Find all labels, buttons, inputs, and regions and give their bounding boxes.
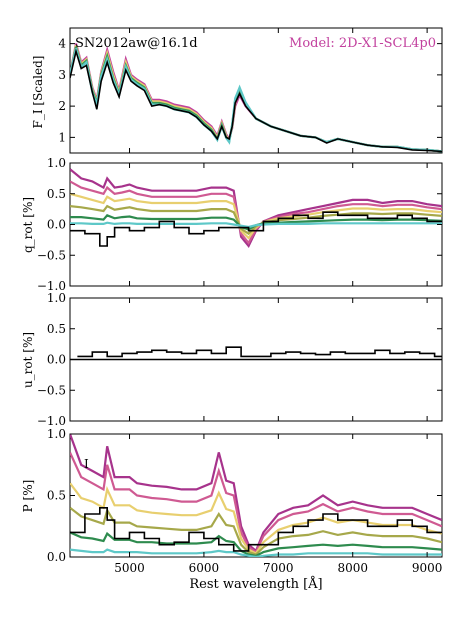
model-line-2 xyxy=(70,482,442,555)
model-line-1 xyxy=(70,180,442,245)
flux-annotation-left: SN2012aw@16.1d xyxy=(75,36,198,51)
ytick-label: 3 xyxy=(58,68,66,82)
ytick-label: 0.5 xyxy=(47,187,66,201)
model-line-4 xyxy=(70,531,442,557)
q-yticks: −1.0 −0.5 0.0 0.5 1.0 xyxy=(37,156,442,293)
ytick-label: 1.0 xyxy=(47,156,66,170)
model-line-1 xyxy=(70,451,442,554)
model-line-0 xyxy=(70,168,442,249)
ytick-label: 0.0 xyxy=(47,353,66,367)
ytick-label: 0.0 xyxy=(47,550,66,564)
flux-panel-frame xyxy=(69,27,443,154)
flux-ylabel-text: F_I [Scaled] xyxy=(31,56,45,129)
ytick-label: 2 xyxy=(58,99,66,113)
xtick-label: 8000 xyxy=(337,561,368,575)
flux-annotation-right: Model: 2D-X1-SCL4p0 xyxy=(289,36,436,51)
xtick-label: 5000 xyxy=(114,561,145,575)
ytick-label: −1.0 xyxy=(37,279,66,293)
ytick-label: −0.5 xyxy=(37,248,66,262)
p-lines xyxy=(70,434,442,557)
ytick-label: 1.0 xyxy=(47,291,66,305)
x-axis-label: Rest wavelength [Å] xyxy=(189,576,322,592)
model-line-1 xyxy=(70,44,442,153)
model-line-5 xyxy=(70,221,442,229)
model-line-0 xyxy=(70,434,442,553)
xtick-label: 7000 xyxy=(263,561,294,575)
observed-line xyxy=(70,48,442,153)
model-line-3 xyxy=(70,506,442,556)
flux-ylabel: F_I [Scaled] xyxy=(31,56,45,129)
model-line-3 xyxy=(70,204,442,236)
model-line-5 xyxy=(70,548,442,557)
flux-lines xyxy=(70,43,442,153)
ytick-label: −1.0 xyxy=(37,414,66,428)
ytick-label: 1.0 xyxy=(47,427,66,441)
q-ylabel: q_rot [%] xyxy=(21,197,35,253)
ytick-label: 1 xyxy=(58,130,66,144)
p-errorbar-label: I xyxy=(84,457,89,471)
observed-line xyxy=(70,507,442,552)
observed-line xyxy=(70,211,442,247)
ytick-label: −0.5 xyxy=(37,383,66,397)
u-yticks: −1.0 −0.5 0.0 0.5 1.0 xyxy=(37,291,442,428)
flux-yticks: 1 2 3 4 xyxy=(58,37,442,144)
model-line-2 xyxy=(70,192,442,240)
p-ylabel: P [%] xyxy=(21,480,35,513)
u-lines xyxy=(70,346,442,361)
xtick-label: 9000 xyxy=(412,561,443,575)
ytick-label: 0.0 xyxy=(47,218,66,232)
xtick-label: 6000 xyxy=(189,561,220,575)
ytick-label: 0.5 xyxy=(47,489,66,503)
ytick-label: 0.5 xyxy=(47,322,66,336)
p-xticks: 5000 6000 7000 8000 9000 xyxy=(114,561,442,575)
model-line-4 xyxy=(70,213,442,231)
ytick-label: 4 xyxy=(58,37,66,51)
u-ylabel: u_rot [%] xyxy=(21,332,35,388)
p-panel: 0.0 0.5 1.0 5000 6000 7000 8000 9000 P [%] I R… xyxy=(21,427,443,592)
u-panel: −1.0 −0.5 0.0 0.5 1.0 u_rot [%] xyxy=(21,291,443,428)
observed-line xyxy=(77,346,442,358)
q-lines xyxy=(70,168,442,249)
q-panel: −1.0 −0.5 0.0 0.5 1.0 q_rot [%] xyxy=(21,156,443,293)
p-yticks: 0.0 0.5 1.0 xyxy=(47,427,442,564)
